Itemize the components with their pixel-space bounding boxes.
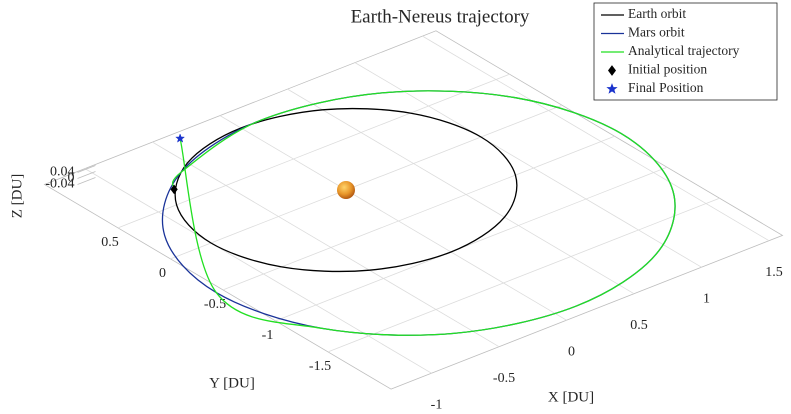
z-tick-label: -0.04: [45, 177, 74, 192]
x-axis-label: X [DU]: [548, 389, 594, 405]
grid-line: [422, 35, 770, 242]
z-tick-label: 0.04: [50, 165, 75, 180]
sun: [337, 181, 355, 199]
y-tick-label: -1: [262, 328, 274, 343]
axis-box: [43, 30, 784, 390]
legend-label: Final Position: [628, 80, 704, 95]
x-tick-label: 1.5: [765, 265, 783, 280]
grid: [43, 30, 784, 390]
grid-line: [287, 88, 635, 295]
legend-box: [593, 2, 778, 101]
z-tick-label: 0: [68, 171, 75, 186]
series-line: [171, 90, 676, 336]
x-tick-label: 0: [568, 344, 575, 359]
y-tick-label: -0.5: [204, 297, 226, 312]
legend-swatch: [606, 83, 618, 94]
x-tick-label: -1: [431, 397, 443, 412]
marker: [170, 184, 178, 195]
x-tick-label: 0.5: [630, 318, 648, 333]
x-tick-label: 1: [703, 291, 710, 306]
legend-swatch: [608, 65, 616, 76]
legend-label: Analytical trajectory: [628, 43, 740, 58]
grid-line: [222, 135, 615, 291]
z-tick: [77, 165, 96, 173]
chart-title: Earth-Nereus trajectory: [351, 6, 530, 27]
y-tick-label: -1.5: [309, 359, 331, 374]
y-tick-label: 0: [159, 266, 166, 281]
y-tick-label: 0.5: [101, 235, 119, 250]
grid-line: [117, 73, 510, 229]
legend-label: Earth orbit: [628, 6, 686, 21]
grid-line: [84, 168, 432, 374]
y-axis-label: Y [DU]: [209, 375, 255, 391]
grid-line: [275, 166, 668, 322]
series-line: [174, 107, 518, 273]
grid-line: [170, 104, 563, 260]
grid-line: [354, 62, 702, 268]
plot-area: [161, 90, 676, 336]
legend-label: Initial position: [628, 62, 707, 77]
grid-line: [219, 115, 567, 321]
legend: Earth orbit Mars orbit Analytical trajecto…: [593, 2, 778, 101]
grid-line: [152, 141, 500, 348]
legend-label: Mars orbit: [628, 25, 685, 40]
x-tick-label: -0.5: [493, 371, 515, 386]
z-tick: [77, 177, 96, 185]
z-tick: [77, 171, 96, 179]
marker: [175, 133, 186, 143]
z-axis-label: Z [DU]: [9, 174, 25, 219]
grid-line: [327, 197, 720, 353]
